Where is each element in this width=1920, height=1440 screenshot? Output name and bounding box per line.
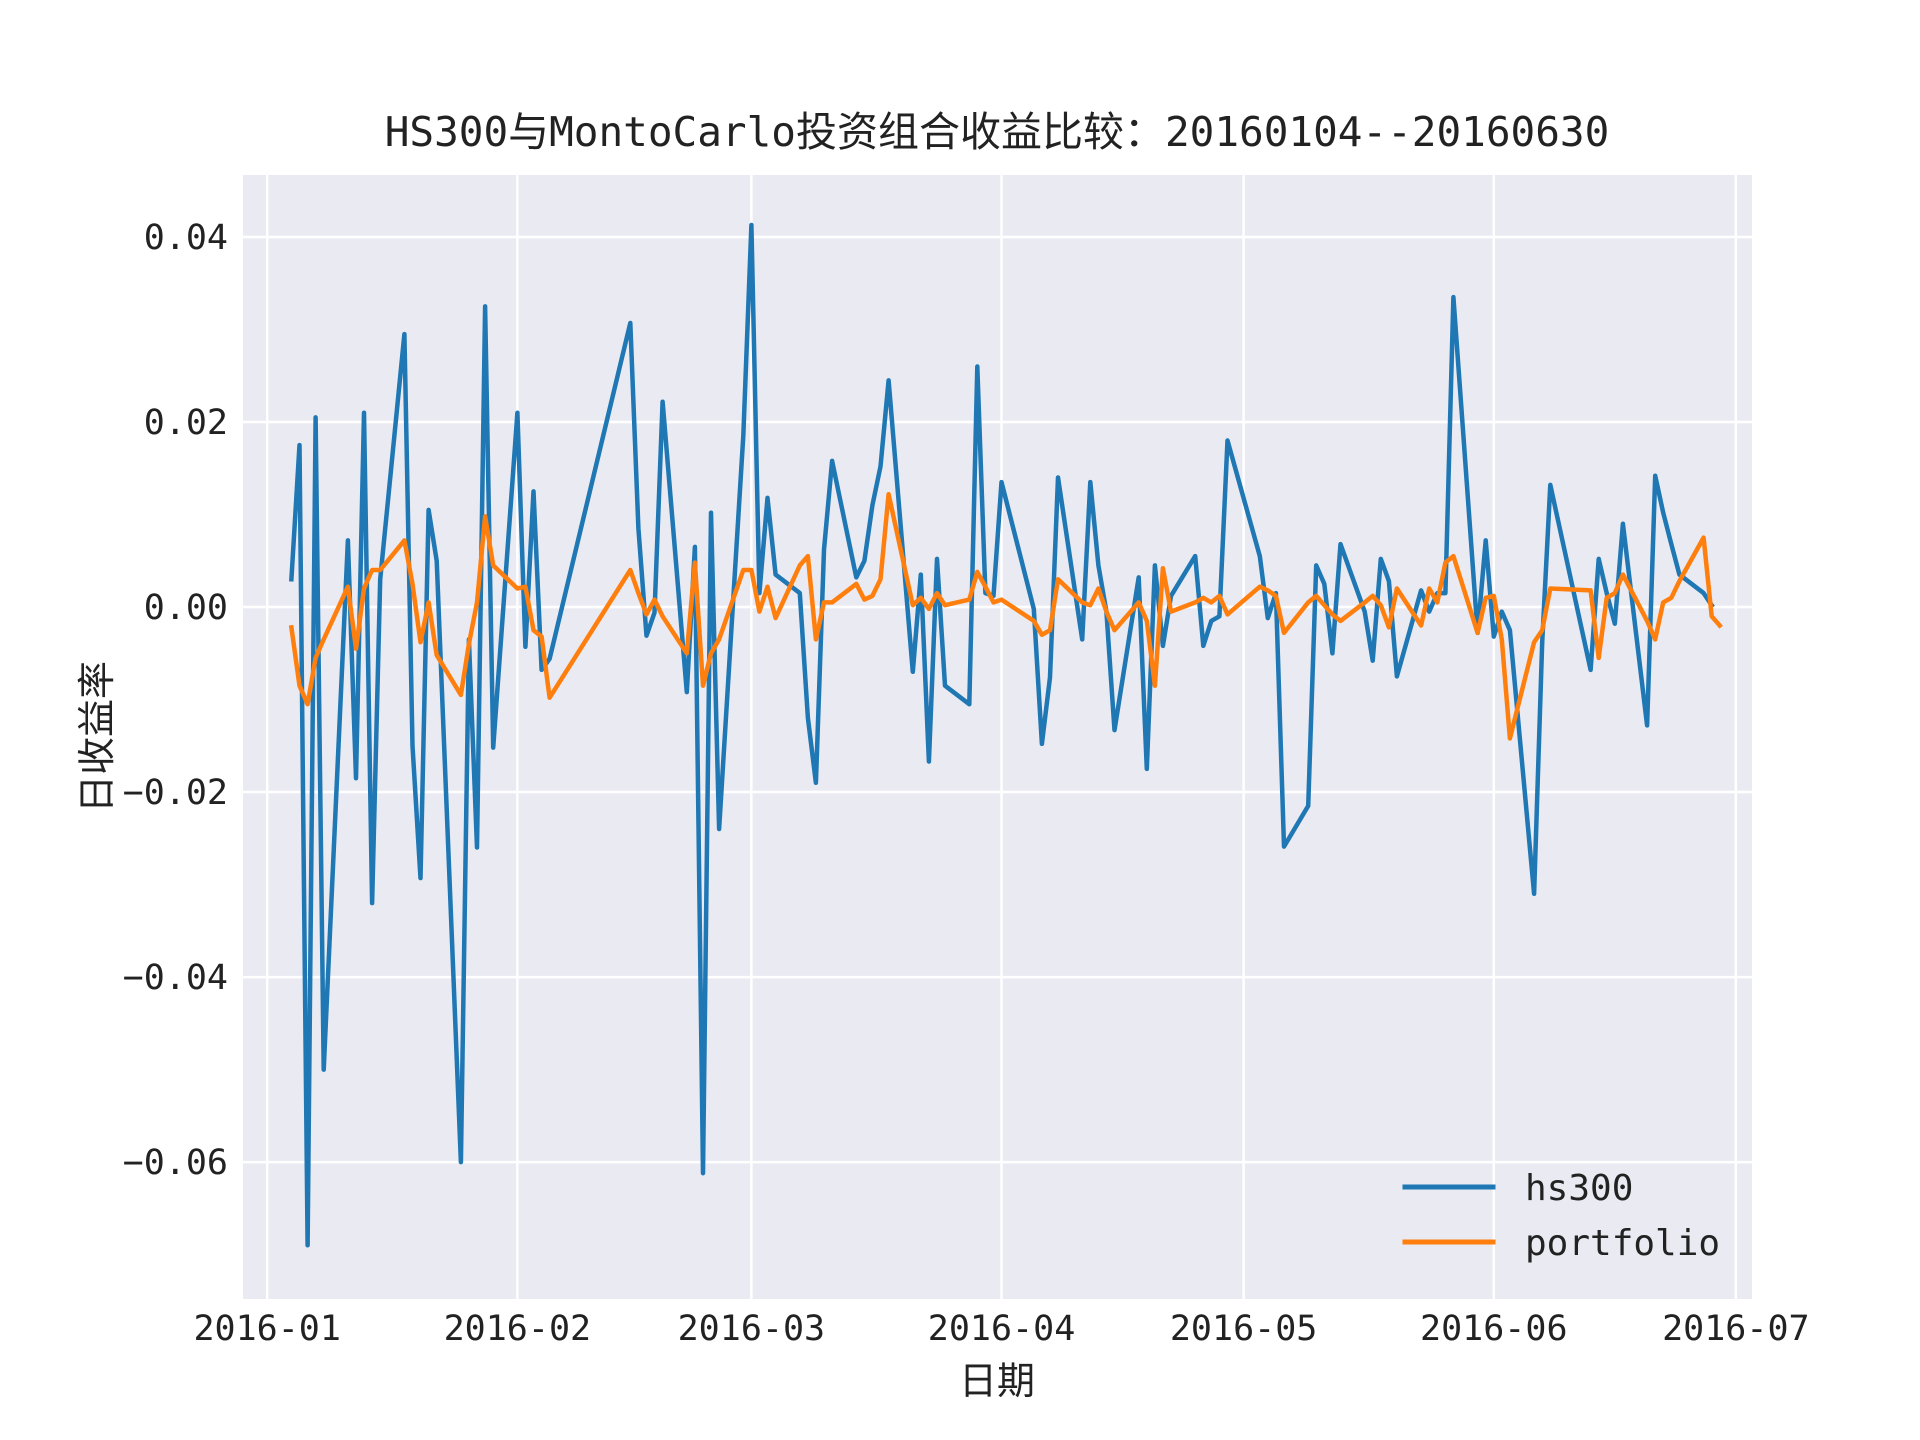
x-axis-ticks: 2016-01 2016-02 2016-03 2016-04 2016-05 2016-… (193, 1309, 1809, 1349)
y-tick-label: −0.02 (123, 773, 228, 813)
x-tick-label: 2016-03 (678, 1309, 826, 1349)
legend-label-portfolio: portfolio (1525, 1223, 1720, 1264)
x-tick-label: 2016-01 (193, 1309, 341, 1349)
y-tick-label: −0.04 (123, 958, 228, 998)
series-line-portfolio (288, 491, 1723, 741)
legend: hs300 portfolio (1402, 1168, 1720, 1264)
y-tick-label: 0.02 (144, 403, 228, 443)
y-tick-label: 0.00 (144, 588, 228, 628)
x-tick-label: 2016-04 (928, 1309, 1076, 1349)
x-axis-label: 日期 (959, 1359, 1035, 1403)
x-tick-label: 2016-06 (1420, 1309, 1568, 1349)
y-axis-label: 日收益率 (75, 661, 119, 813)
series-line-hs300 (289, 222, 1715, 1248)
x-tick-label: 2016-05 (1170, 1309, 1318, 1349)
y-tick-label: −0.06 (123, 1143, 228, 1183)
x-tick-label: 2016-07 (1662, 1309, 1810, 1349)
y-axis-ticks: −0.06 −0.04 −0.02 0.00 0.02 0.04 (123, 218, 228, 1183)
chart-title: HS300与MontoCarlo投资组合收益比较：20160104--20160… (385, 108, 1610, 156)
grid (243, 175, 1752, 1299)
x-tick-label: 2016-02 (444, 1309, 592, 1349)
y-tick-label: 0.04 (144, 218, 228, 258)
legend-label-hs300: hs300 (1525, 1168, 1633, 1209)
series-layer (288, 222, 1723, 1248)
